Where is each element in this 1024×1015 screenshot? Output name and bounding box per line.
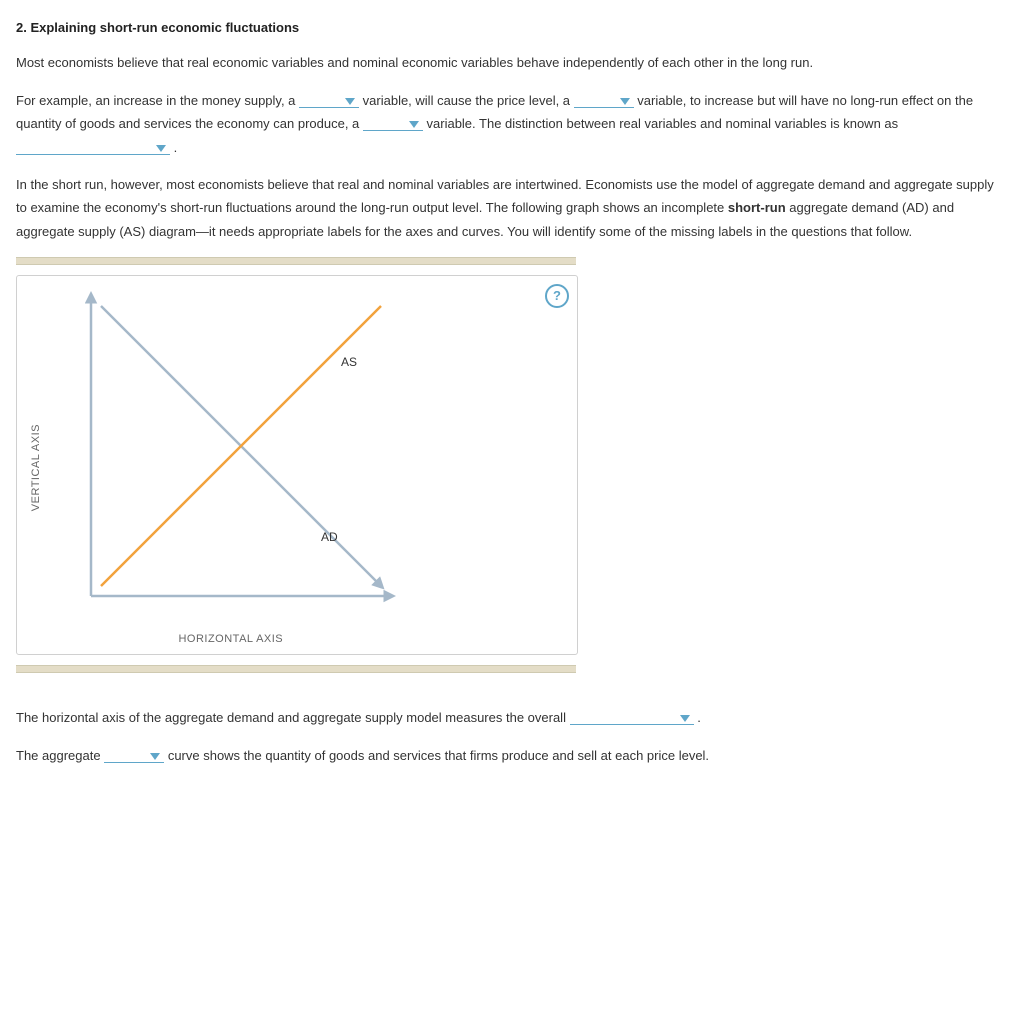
dropdown-blank-6[interactable] bbox=[104, 749, 164, 763]
section-heading: 2. Explaining short-run economic fluctua… bbox=[16, 16, 1008, 39]
chevron-down-icon bbox=[620, 98, 630, 105]
text: variable. The distinction between real v… bbox=[427, 116, 899, 131]
text: The aggregate bbox=[16, 748, 104, 763]
text: . bbox=[174, 140, 178, 155]
chevron-down-icon bbox=[150, 753, 160, 760]
dropdown-blank-4[interactable] bbox=[16, 141, 170, 155]
text: For example, an increase in the money su… bbox=[16, 93, 299, 108]
ad-as-chart: AS AD bbox=[51, 286, 411, 626]
y-axis-label: VERTICAL AXIS bbox=[27, 424, 47, 511]
svg-text:AD: AD bbox=[321, 530, 338, 544]
bold-text: short-run bbox=[728, 200, 786, 215]
paragraph-blanks-3: The aggregate curve shows the quantity o… bbox=[16, 744, 1008, 767]
text: variable, will cause the price level, a bbox=[363, 93, 574, 108]
text: The horizontal axis of the aggregate dem… bbox=[16, 710, 570, 725]
x-axis-label: HORIZONTAL AXIS bbox=[51, 630, 411, 650]
svg-text:AS: AS bbox=[341, 355, 357, 369]
divider-top bbox=[16, 257, 576, 265]
text: . bbox=[697, 710, 701, 725]
chevron-down-icon bbox=[156, 145, 166, 152]
chevron-down-icon bbox=[345, 98, 355, 105]
dropdown-blank-3[interactable] bbox=[363, 117, 423, 131]
dropdown-blank-2[interactable] bbox=[574, 94, 634, 108]
paragraph-blanks-1: For example, an increase in the money su… bbox=[16, 89, 1008, 159]
chart-container: ? VERTICAL AXIS AS AD HORIZONTAL AXIS bbox=[16, 275, 578, 655]
help-icon[interactable]: ? bbox=[545, 284, 569, 308]
paragraph-blanks-2: The horizontal axis of the aggregate dem… bbox=[16, 706, 1008, 729]
paragraph-graph-intro: In the short run, however, most economis… bbox=[16, 173, 1008, 243]
divider-bottom bbox=[16, 665, 576, 673]
dropdown-blank-5[interactable] bbox=[570, 711, 694, 725]
text: curve shows the quantity of goods and se… bbox=[168, 748, 709, 763]
paragraph-intro: Most economists believe that real econom… bbox=[16, 51, 1008, 74]
chevron-down-icon bbox=[409, 121, 419, 128]
dropdown-blank-1[interactable] bbox=[299, 94, 359, 108]
chevron-down-icon bbox=[680, 715, 690, 722]
